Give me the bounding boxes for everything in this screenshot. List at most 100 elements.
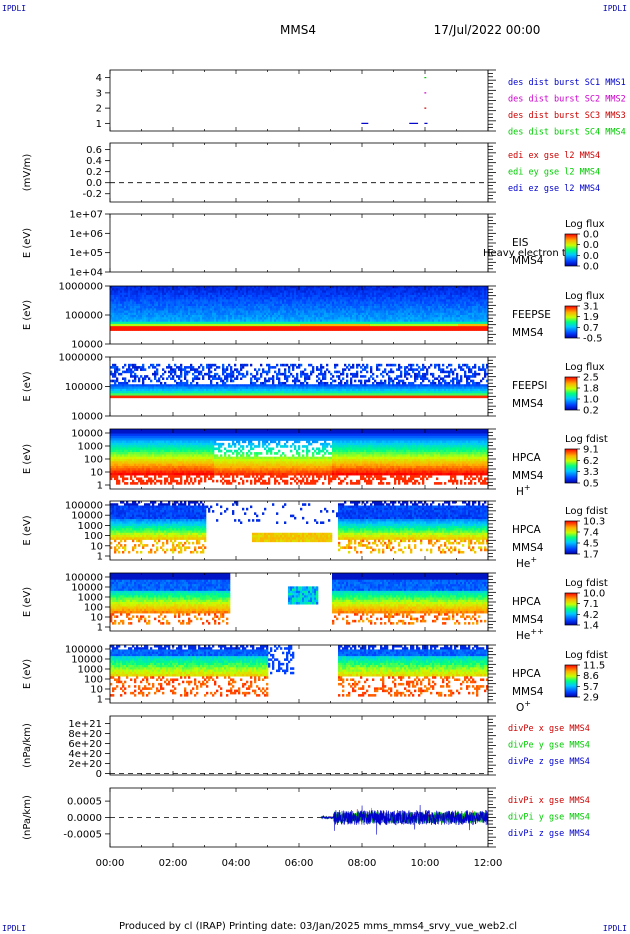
- spectrogram-cell: [292, 317, 295, 320]
- spectrogram-cell: [276, 393, 279, 396]
- spectrogram-cell: [454, 299, 457, 302]
- spectrogram-cell: [282, 310, 285, 314]
- spectrogram-cell: [396, 306, 399, 309]
- spectrogram-cell: [254, 368, 257, 371]
- spectrogram-cell: [204, 386, 207, 390]
- spectrogram-cell: [370, 319, 373, 322]
- spectrogram-cell: [152, 310, 155, 314]
- spectrogram-cell: [136, 388, 139, 392]
- spectrogram-cell: [422, 308, 425, 311]
- spectrogram-cell: [314, 297, 317, 300]
- spectrogram-cell: [170, 388, 173, 392]
- spectrogram-cell: [292, 290, 295, 293]
- spectrogram-cell: [326, 294, 329, 298]
- spectrogram-cell: [140, 386, 143, 390]
- spectrogram-cell: [460, 286, 463, 289]
- spectrogram-cell: [114, 395, 117, 399]
- spectrogram-cell: [244, 306, 247, 309]
- spectrogram-cell: [136, 321, 139, 325]
- spectrogram-cell: [296, 286, 299, 289]
- spectrogram-cell: [256, 377, 259, 380]
- spectrogram-cell: [166, 297, 169, 300]
- spectrogram-cell: [178, 303, 181, 307]
- spectrogram-cell: [456, 317, 459, 320]
- spectrogram-cell: [280, 310, 283, 314]
- spectrogram-cell: [142, 292, 145, 296]
- spectrogram-cell: [228, 375, 231, 378]
- spectrogram-cell: [134, 286, 137, 289]
- spectrogram-cell: [436, 286, 439, 289]
- spectrogram-cell: [224, 315, 227, 318]
- spectrogram-cell: [414, 301, 417, 305]
- spectrogram-cell: [296, 328, 299, 331]
- spectrogram-cell: [118, 381, 121, 385]
- spectrogram-cell: [150, 386, 153, 390]
- spectrogram-cell: [356, 317, 359, 320]
- spectrogram-cell: [118, 310, 121, 314]
- spectrogram-cell: [152, 391, 155, 394]
- spectrogram-cell: [346, 301, 349, 305]
- spectrogram-cell: [356, 308, 359, 311]
- spectrogram-cell: [222, 323, 225, 327]
- spectrogram-cell: [320, 326, 323, 329]
- spectrogram-cell: [386, 297, 389, 300]
- spectrogram-cell: [422, 306, 425, 309]
- spectrogram-cell: [288, 308, 291, 311]
- spectrogram-cell: [324, 294, 327, 298]
- spectrogram-cell: [322, 306, 325, 309]
- spectrogram-cell: [176, 395, 179, 399]
- spectrogram-cell: [292, 288, 295, 291]
- spectrogram-cell: [150, 301, 153, 305]
- spectrogram-cell: [404, 306, 407, 309]
- spectrogram-cell: [250, 317, 253, 320]
- spectrogram-cell: [202, 317, 205, 320]
- spectrogram-cell: [248, 328, 251, 331]
- spectrogram-cell: [200, 315, 203, 318]
- spectrogram-cell: [252, 315, 255, 318]
- spectrogram-cell: [204, 326, 207, 329]
- spectrogram-cell: [110, 388, 113, 392]
- spectrogram-cell: [148, 388, 151, 392]
- spectrogram-cell: [186, 297, 189, 300]
- spectrogram-cell: [384, 310, 387, 314]
- spectrogram-cell: [220, 323, 223, 327]
- spectrogram-cell: [416, 328, 419, 331]
- spectrogram-cell: [266, 328, 269, 331]
- spectrogram-cell: [296, 379, 299, 383]
- spectrogram-cell: [304, 303, 307, 307]
- spectrogram-cell: [286, 319, 289, 322]
- spectrogram-cell: [406, 306, 409, 309]
- spectrogram-cell: [134, 306, 137, 309]
- spectrogram-cell: [434, 294, 437, 298]
- spectrogram-cell: [328, 323, 331, 327]
- spectrogram-cell: [210, 310, 213, 314]
- spectrogram-cell: [322, 303, 325, 307]
- spectrogram-cell: [212, 388, 215, 392]
- spectrogram-cell: [432, 292, 435, 296]
- spectrogram-cell: [162, 312, 165, 316]
- spectrogram-cell: [176, 381, 179, 385]
- spectrogram-cell: [178, 319, 181, 322]
- spectrogram-cell: [114, 286, 117, 289]
- spectrogram-cell: [464, 317, 467, 320]
- spectrogram-cell: [258, 294, 261, 298]
- spectrogram-cell: [228, 317, 231, 320]
- spectrogram-cell: [252, 395, 255, 399]
- spectrogram-cell: [164, 391, 167, 394]
- spectrogram-cell: [378, 312, 381, 316]
- spectrogram-cell: [134, 379, 137, 383]
- spectrogram-cell: [190, 323, 193, 327]
- spectrogram-cell: [368, 299, 371, 302]
- spectrogram-cell: [164, 297, 167, 300]
- spectrogram-cell: [372, 288, 375, 291]
- spectrogram-cell: [230, 370, 233, 374]
- spectrogram-cell: [206, 363, 209, 367]
- spectrogram-cell: [166, 395, 169, 399]
- spectrogram-cell: [252, 301, 255, 305]
- spectrogram-cell: [156, 310, 159, 314]
- spectrogram-cell: [242, 384, 245, 387]
- spectrogram-cell: [330, 310, 333, 314]
- spectrogram-cell: [392, 294, 395, 298]
- spectrogram-cell: [364, 306, 367, 309]
- spectrogram-cell: [300, 301, 303, 305]
